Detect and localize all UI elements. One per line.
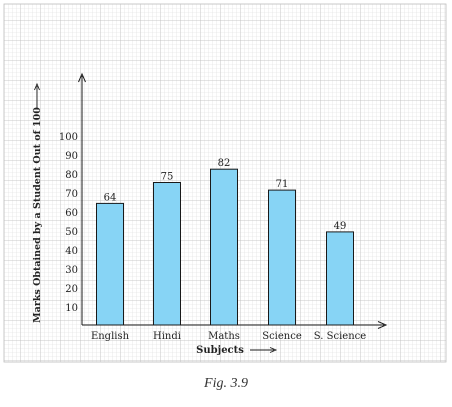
y-axis-arrow [78,72,86,83]
bar-science [268,189,296,326]
x-axis-title-arrow-head [269,347,278,353]
value-label-maths: 82 [218,158,231,169]
value-label-english: 64 [104,192,117,203]
bar-english [96,202,124,326]
y-tick-label-40: 40 [65,246,78,257]
y-axis-title-arrow-head [34,82,40,91]
y-tick-label-50: 50 [65,227,78,238]
y-tick-label-20: 20 [65,284,78,295]
x-tick-label-s-science: S. Science [314,331,366,342]
x-tick-label-maths: Maths [208,331,240,342]
y-tick-labels: 10 20 30 40 50 60 70 80 90 100 [59,132,78,314]
bars-group [96,168,354,326]
bar-s-science [326,231,354,326]
x-tick-labels: English Hindi Maths Science S. Science [91,331,366,342]
y-tick-label-10: 10 [65,303,78,314]
x-tick-label-science: Science [262,331,302,342]
axes [78,72,388,329]
bar-maths [210,168,238,326]
y-tick-label-60: 60 [65,208,78,219]
value-label-s-science: 49 [334,221,347,232]
x-axis-title-group: Subjects [196,345,278,356]
y-tick-label-100: 100 [59,132,78,143]
y-axis-title-group: Marks Obtained by a Student Out of 100 [32,82,43,323]
x-tick-label-english: English [91,331,130,342]
bar-hindi [153,182,181,326]
x-axis-title: Subjects [196,345,244,356]
y-tick-label-70: 70 [65,189,78,200]
y-axis-title: Marks Obtained by a Student Out of 100 [32,107,43,323]
y-tick-label-30: 30 [65,265,78,276]
y-tick-label-80: 80 [65,170,78,181]
value-labels-group: 64 75 82 71 49 [104,158,347,232]
value-label-hindi: 75 [161,172,174,183]
x-axis-arrow [377,321,388,329]
y-tick-label-90: 90 [65,151,78,162]
x-tick-label-hindi: Hindi [153,331,181,342]
figure-caption: Fig. 3.9 [204,376,248,391]
value-label-science: 71 [276,179,289,190]
